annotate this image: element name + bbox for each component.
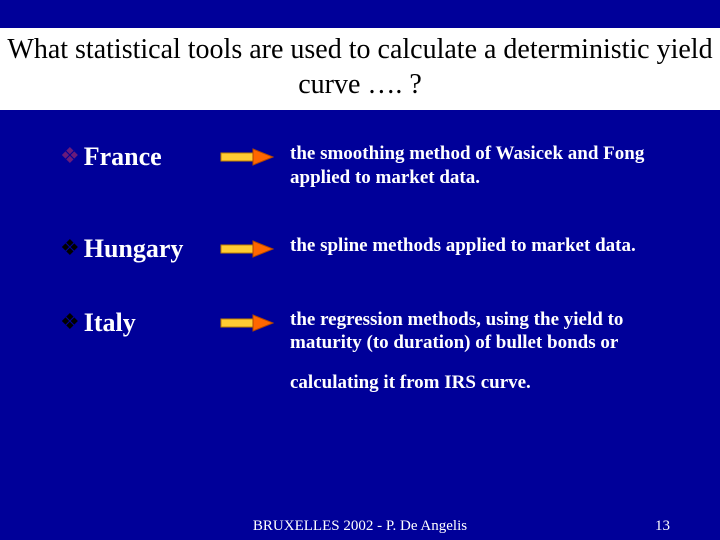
- country-column: ❖ Hungary: [60, 234, 220, 264]
- diamond-bullet-icon: ❖: [60, 236, 80, 260]
- diamond-bullet-icon: ❖: [60, 310, 80, 334]
- arrow-shaft: [221, 245, 253, 253]
- continuation-row: calculating it from IRS curve.: [60, 371, 662, 395]
- description-text-continuation: calculating it from IRS curve.: [290, 371, 662, 395]
- country-label: France: [84, 142, 162, 172]
- description-text: the regression methods, using the yield …: [290, 308, 662, 356]
- list-item: ❖ France the smoothing method of Wasicek…: [60, 142, 662, 190]
- spacer: [60, 371, 290, 395]
- description-text: the smoothing method of Wasicek and Fong…: [290, 142, 662, 190]
- arrow-shaft: [221, 319, 253, 327]
- description-text: the spline methods applied to market dat…: [290, 234, 662, 258]
- arrow-icon: [220, 148, 274, 166]
- content-area: ❖ France the smoothing method of Wasicek…: [50, 142, 670, 395]
- slide: What statistical tools are used to calcu…: [0, 0, 720, 540]
- arrow-column: [220, 308, 290, 332]
- footer-author: BRUXELLES 2002 - P. De Angelis: [253, 518, 467, 535]
- arrow-shaft: [221, 153, 253, 161]
- list-item: ❖ Italy the regression methods, using th…: [60, 308, 662, 356]
- slide-title: What statistical tools are used to calcu…: [0, 28, 720, 110]
- arrow-head: [253, 149, 273, 165]
- country-column: ❖ Italy: [60, 308, 220, 338]
- arrow-icon: [220, 314, 274, 332]
- list-item: ❖ Hungary the spline methods applied to …: [60, 234, 662, 264]
- diamond-bullet-icon: ❖: [60, 144, 80, 168]
- arrow-icon: [220, 240, 274, 258]
- arrow-head: [253, 315, 273, 331]
- arrow-column: [220, 142, 290, 166]
- country-label: Hungary: [84, 234, 184, 264]
- country-label: Italy: [84, 308, 136, 338]
- page-number: 13: [655, 518, 670, 535]
- country-column: ❖ France: [60, 142, 220, 172]
- arrow-column: [220, 234, 290, 258]
- arrow-head: [253, 241, 273, 257]
